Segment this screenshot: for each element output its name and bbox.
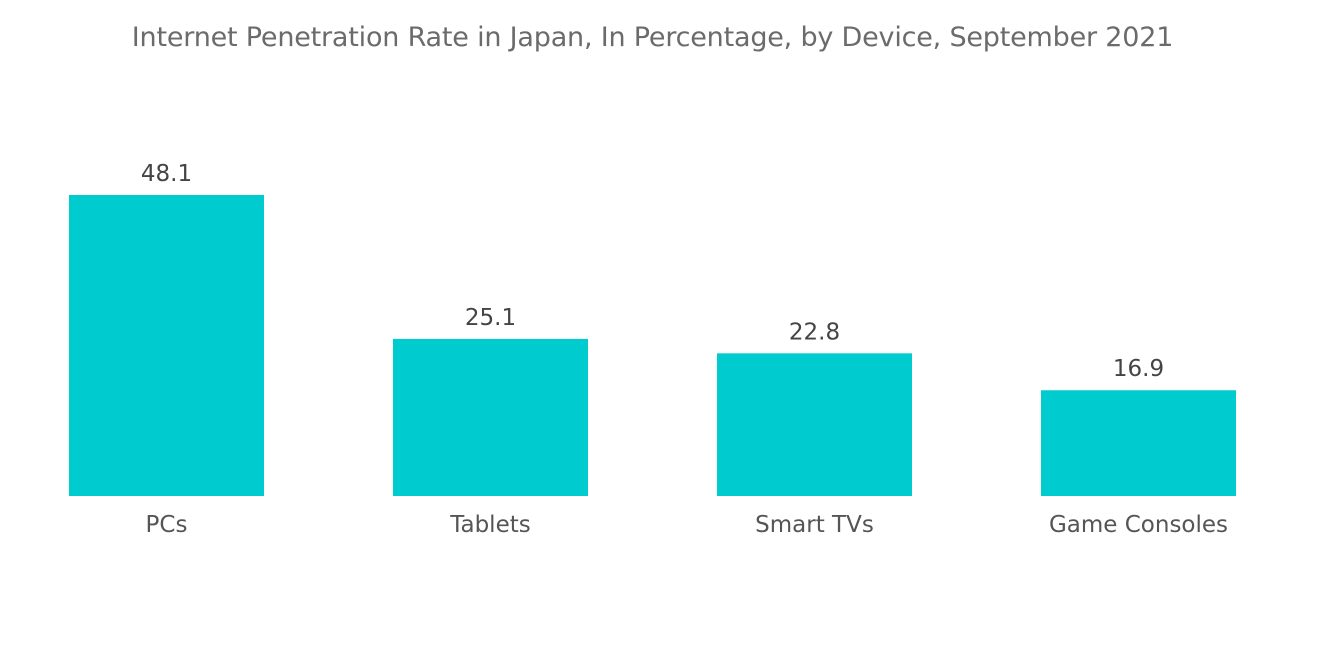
value-label-tablets: 25.1 [465, 305, 516, 331]
value-label-pcs: 48.1 [141, 161, 192, 187]
category-label-tablets: Tablets [449, 512, 530, 538]
category-labels-group: PCs Tablets Smart TVs Game Consoles [146, 512, 1229, 538]
bar-tablets [393, 338, 588, 496]
chart-title: Internet Penetration Rate in Japan, In P… [131, 22, 1174, 53]
bars-group [69, 195, 1236, 496]
category-label-game-consoles: Game Consoles [1049, 512, 1228, 538]
bar-game-consoles [1041, 390, 1236, 496]
value-label-game-consoles: 16.9 [1113, 356, 1164, 382]
category-label-smart-tvs: Smart TVs [755, 512, 874, 538]
value-label-smart-tvs: 22.8 [789, 319, 840, 345]
bar-pcs [69, 195, 264, 496]
bar-smart-tvs [717, 353, 912, 496]
category-label-pcs: PCs [146, 512, 188, 538]
value-labels-group: 48.1 25.1 22.8 16.9 [141, 161, 1164, 382]
